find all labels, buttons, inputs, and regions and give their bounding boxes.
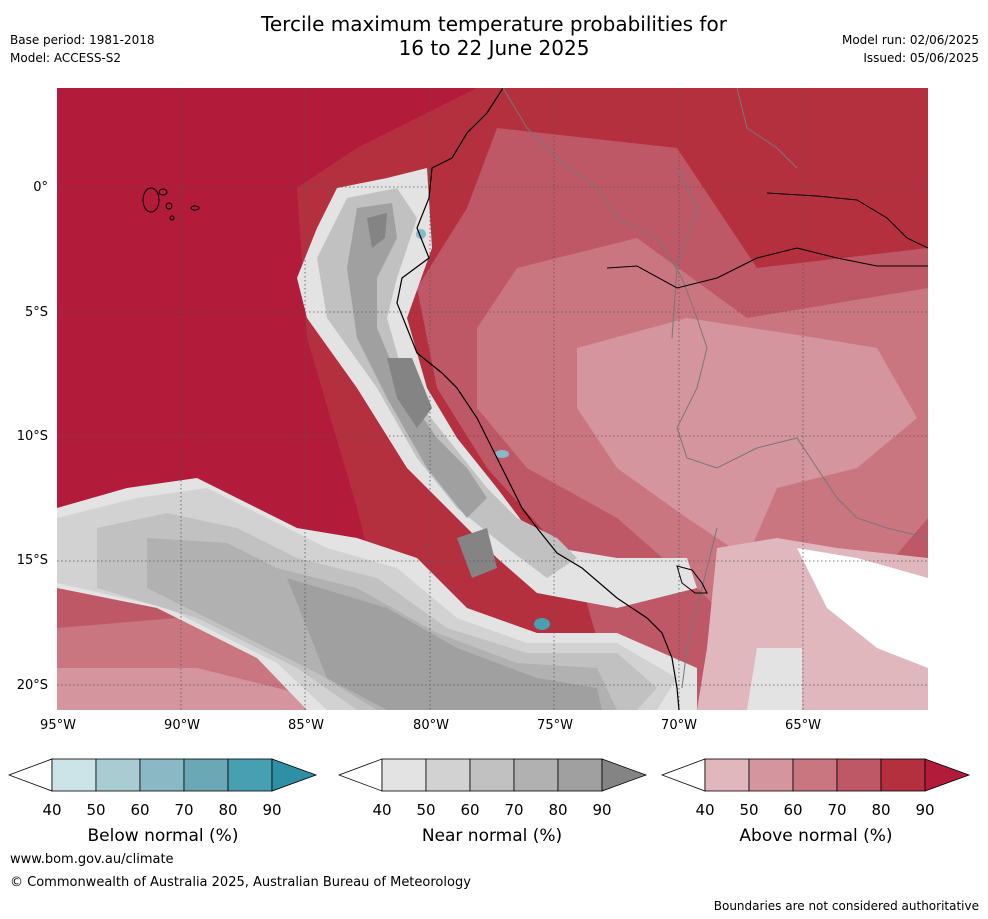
colorbar-near-title: Near normal (%) xyxy=(421,826,563,846)
below-colorbar-segment xyxy=(51,758,97,792)
below-colorbar-tick-label: 40 xyxy=(42,801,62,819)
map-title: Tercile maximum temperature probabilitie… xyxy=(0,12,988,60)
near-colorbar-tick-label: 40 xyxy=(372,801,392,819)
above-colorbar-segment xyxy=(704,758,750,792)
graticule xyxy=(57,88,928,710)
map-canvas xyxy=(57,88,928,710)
below-colorbar-segment xyxy=(139,758,185,792)
above-50-region xyxy=(577,318,917,558)
coastline xyxy=(396,88,680,710)
colorbar-above-title: Above normal (%) xyxy=(739,826,893,846)
below-colorbar-tick-label: 80 xyxy=(218,801,238,819)
above-colorbar-min-extend xyxy=(661,758,706,792)
below-colorbar-segment xyxy=(183,758,229,792)
lat-label-0: 0° xyxy=(33,180,48,195)
colorbar-above-normal xyxy=(661,758,971,792)
lat-label-5s: 5°S xyxy=(24,305,48,320)
copyright-notice: © Commonwealth of Australia 2025, Austra… xyxy=(10,875,471,890)
above-colorbar-tick-label: 70 xyxy=(827,801,847,819)
galapagos-islands xyxy=(142,187,200,221)
near-colorbar-tick-label: 90 xyxy=(592,801,612,819)
lat-label-15s: 15°S xyxy=(16,553,48,568)
title-line-2: 16 to 22 June 2025 xyxy=(398,36,590,60)
above-colorbar-segment xyxy=(792,758,838,792)
near-normal-coastal-80 xyxy=(347,203,487,518)
near-colorbar-segment xyxy=(381,758,427,792)
near-colorbar-tick-label: 80 xyxy=(548,801,568,819)
border-line-4 xyxy=(736,88,798,169)
above-colorbar-tick-label: 40 xyxy=(695,801,715,819)
below-colorbar-tick-label: 60 xyxy=(130,801,150,819)
title-line-1: Tercile maximum temperature probabilitie… xyxy=(261,12,727,36)
lon-label-90w: 90°W xyxy=(164,718,200,733)
lon-label-80w: 80°W xyxy=(413,718,449,733)
below-colorbar-tick-label: 70 xyxy=(174,801,194,819)
colorbar-below-title: Below normal (%) xyxy=(87,826,239,846)
near-normal-patch-east xyxy=(747,648,802,710)
below-colorbar-segment xyxy=(95,758,141,792)
below-normal-patch-coastal xyxy=(495,450,509,458)
near-colorbar-tick-label: 70 xyxy=(504,801,524,819)
near-normal-90-patch-south xyxy=(457,528,497,578)
below-colorbar-tick-label: 90 xyxy=(262,801,282,819)
lake-titicaca xyxy=(676,565,708,594)
above-colorbar-tick-label: 60 xyxy=(783,801,803,819)
probability-map xyxy=(57,88,928,710)
below-colorbar-tick-label: 50 xyxy=(86,801,106,819)
base-period: Base period: 1981-2018 xyxy=(10,33,155,47)
lon-label-95w: 95°W xyxy=(40,718,76,733)
header-right: Model run: 02/06/2025 Issued: 05/06/2025 xyxy=(842,31,979,67)
above-colorbar-max-extend xyxy=(924,758,971,792)
no-signal-region xyxy=(797,548,928,668)
model-run: Model run: 02/06/2025 xyxy=(841,33,979,47)
near-normal-90-patch-north xyxy=(367,213,387,248)
lat-label-10s: 10°S xyxy=(16,429,48,444)
above-colorbar-tick-label: 90 xyxy=(915,801,935,819)
above-50-southwest xyxy=(57,668,317,710)
above-colorbar-segment xyxy=(880,758,926,792)
above-colorbar-tick-label: 80 xyxy=(871,801,891,819)
lon-label-70w: 70°W xyxy=(661,718,697,733)
lon-label-65w: 65°W xyxy=(785,718,821,733)
near-normal-90-patch-center xyxy=(387,358,432,428)
near-colorbar-segment xyxy=(469,758,515,792)
near-colorbar-min-extend xyxy=(338,758,383,792)
header-left: Base period: 1981-2018 Model: ACCESS-S2 xyxy=(10,31,155,67)
below-colorbar-max-extend xyxy=(271,758,318,792)
river-amazon xyxy=(606,247,928,289)
below-colorbar-segment xyxy=(227,758,273,792)
model-name: Model: ACCESS-S2 xyxy=(10,51,122,65)
below-normal-patch-offshore xyxy=(534,618,550,630)
near-normal-80-region xyxy=(287,578,602,710)
above-colorbar-segment xyxy=(748,758,794,792)
near-colorbar-tick-label: 60 xyxy=(460,801,480,819)
near-colorbar-segment xyxy=(513,758,559,792)
near-colorbar-max-extend xyxy=(601,758,648,792)
near-colorbar-segment xyxy=(425,758,471,792)
colorbar-near-normal xyxy=(338,758,648,792)
border-line-2 xyxy=(671,167,698,339)
near-colorbar-tick-label: 50 xyxy=(416,801,436,819)
issued-date: Issued: 05/06/2025 xyxy=(863,51,979,65)
river-tributary xyxy=(766,192,928,249)
lat-label-20s: 20°S xyxy=(16,678,48,693)
lon-label-75w: 75°W xyxy=(537,718,573,733)
near-colorbar-segment xyxy=(557,758,603,792)
colorbar-below-normal xyxy=(8,758,318,792)
below-colorbar-min-extend xyxy=(8,758,53,792)
website-link[interactable]: www.bom.gov.au/climate xyxy=(10,852,174,867)
above-colorbar-segment xyxy=(836,758,882,792)
lon-label-85w: 85°W xyxy=(288,718,324,733)
boundary-disclaimer: Boundaries are not considered authoritat… xyxy=(713,899,979,913)
near-normal-coastal-60 xyxy=(317,188,577,578)
border-line-1 xyxy=(502,88,928,539)
above-colorbar-tick-label: 50 xyxy=(739,801,759,819)
border-line-3 xyxy=(681,527,718,689)
